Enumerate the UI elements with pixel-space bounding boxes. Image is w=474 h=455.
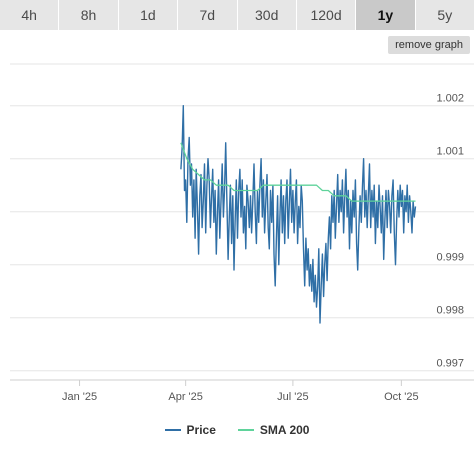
remove-graph-button[interactable]: remove graph xyxy=(388,36,470,54)
legend-item-price[interactable]: Price xyxy=(164,423,216,437)
x-tick-label: Oct '25 xyxy=(384,391,419,403)
tab-1d[interactable]: 1d xyxy=(118,0,179,30)
legend-item-sma[interactable]: SMA 200 xyxy=(237,423,310,437)
legend-swatch-price xyxy=(164,429,181,431)
x-tick-label: Apr '25 xyxy=(168,391,203,403)
time-range-tabs: 4h 8h 1d 7d 30d 120d 1y 5y xyxy=(0,0,474,30)
y-tick-label: 0.999 xyxy=(436,252,464,264)
legend-label-price: Price xyxy=(186,423,216,437)
sma-series-line xyxy=(180,142,416,202)
tab-1y[interactable]: 1y xyxy=(356,0,416,30)
y-tick-label: 1.002 xyxy=(436,93,464,105)
y-tick-label: 1.001 xyxy=(436,146,464,158)
legend-swatch-sma xyxy=(237,429,254,431)
tab-7d[interactable]: 7d xyxy=(178,0,238,30)
tab-5y[interactable]: 5y xyxy=(415,0,474,30)
tab-8h[interactable]: 8h xyxy=(59,0,119,30)
y-tick-label: 0.997 xyxy=(436,358,464,370)
x-tick-label: Jan '25 xyxy=(62,391,97,403)
tab-30d[interactable]: 30d xyxy=(237,0,297,30)
x-axis-ticks: Jan '25 Apr '25 Jul '25 Oct '25 xyxy=(62,380,419,403)
y-axis-ticks: 1.002 1.001 0.999 0.998 0.997 xyxy=(436,93,464,370)
chart-legend: Price SMA 200 xyxy=(0,420,474,440)
series-lines xyxy=(180,105,417,324)
legend-label-sma: SMA 200 xyxy=(259,423,310,437)
price-chart: 1.002 1.001 0.999 0.998 0.997 Jan '25 Apr '25… xyxy=(10,63,474,403)
y-tick-label: 0.998 xyxy=(436,305,464,317)
x-tick-label: Jul '25 xyxy=(277,391,308,403)
tab-4h[interactable]: 4h xyxy=(0,0,60,30)
price-series-line xyxy=(180,105,417,324)
tab-120d[interactable]: 120d xyxy=(296,0,357,30)
grid-lines xyxy=(10,63,474,381)
